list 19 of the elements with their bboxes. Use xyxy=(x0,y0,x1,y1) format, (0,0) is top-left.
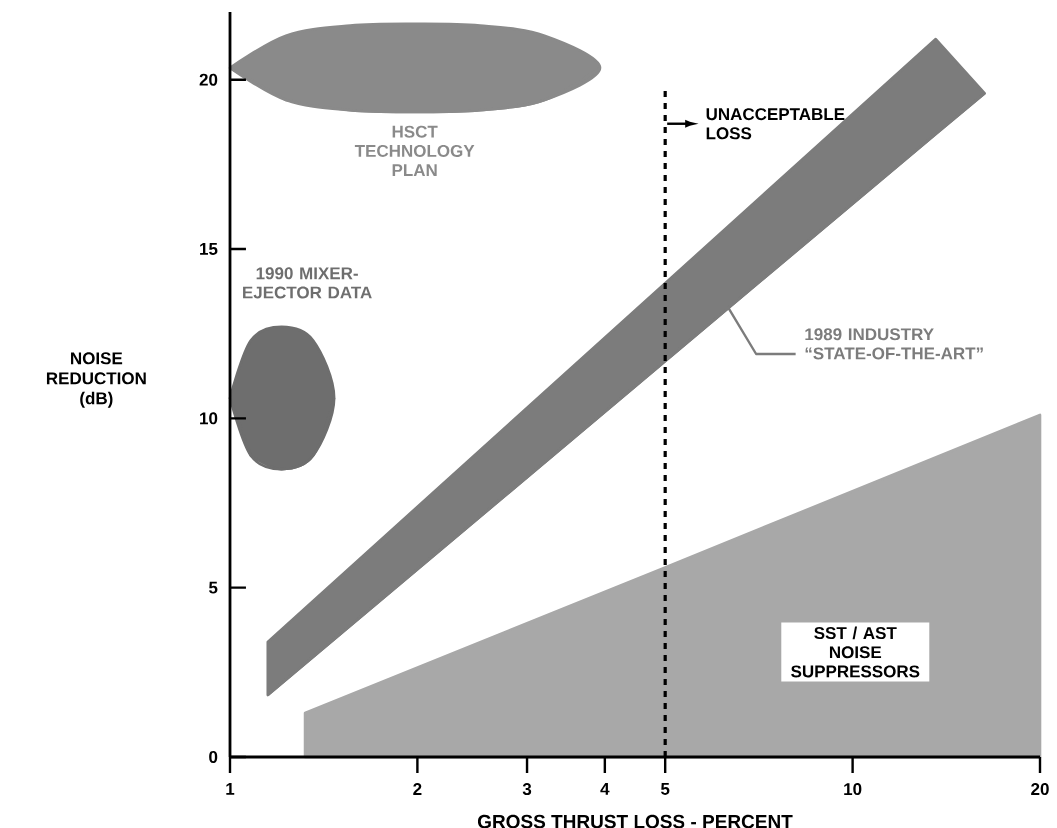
y-tick-label: 0 xyxy=(209,750,218,763)
x-tick-label: 5 xyxy=(660,783,670,795)
x-tick-label: 2 xyxy=(413,783,422,795)
y-tick-label: 15 xyxy=(200,243,218,255)
series-label: SST / AST NOISE SUPPRESSORS xyxy=(791,626,920,678)
x-tick-label: 3 xyxy=(522,783,532,796)
y-tick-label: 20 xyxy=(199,73,218,86)
x-tick-label: 20 xyxy=(1031,783,1049,796)
x-tick-label: 10 xyxy=(844,783,862,796)
text: 1990 MIXER-EJECTOR DATA xyxy=(243,267,372,299)
x-tick-label: 4 xyxy=(600,783,610,795)
y-axis-title: NOISE REDUCTION (dB) xyxy=(46,352,146,408)
ref-line-label: UNACCEPTABLE LOSS xyxy=(706,108,845,140)
x-tick-label: 1 xyxy=(226,783,235,795)
x-axis-title: GROSS THRUST LOSS - PERCENT xyxy=(477,814,793,828)
text: 1989 INDUSTRY “STATE-OF-THE-ART” xyxy=(805,328,983,360)
y-tick-label: 10 xyxy=(200,412,218,425)
y-tick-label: 5 xyxy=(209,581,218,594)
series-label: HSCT TECHNOLOGY PLAN xyxy=(354,125,475,176)
